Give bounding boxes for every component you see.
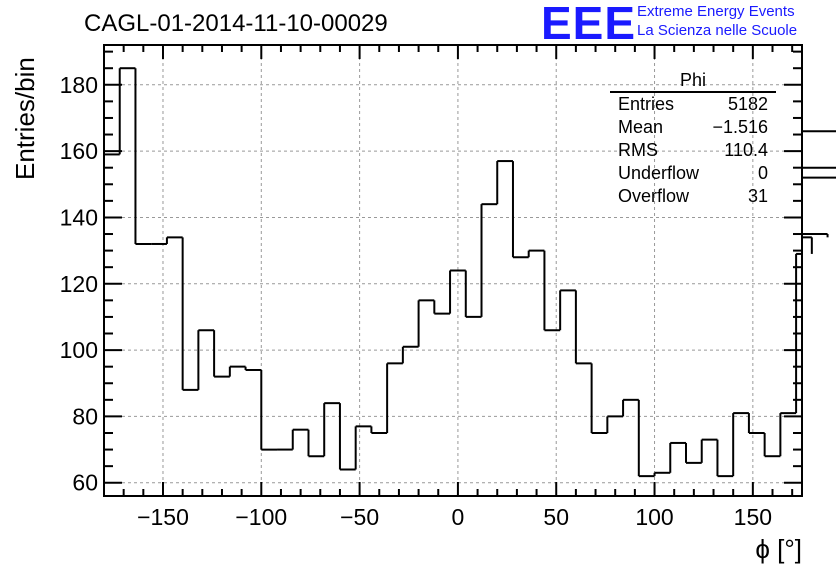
y-tick-label: 100 — [60, 337, 98, 363]
histogram-bin — [511, 161, 529, 259]
y-axis-label: Entries/bin — [10, 57, 40, 180]
histogram-bin — [747, 413, 765, 434]
x-tick-label: −150 — [137, 504, 189, 530]
y-tick-labels: 60 80 100 120 140 160 180 — [60, 72, 98, 496]
stats-row-mean: Mean −1.516 — [610, 116, 776, 139]
histogram-bin — [653, 471, 671, 477]
stats-row-overflow: Overflow 31 — [610, 185, 776, 208]
y-tick-label: 140 — [60, 204, 98, 230]
histogram-bin — [716, 439, 734, 478]
logo-caption: Extreme Energy Events La Scienza nelle S… — [637, 2, 797, 40]
logo-line-1: Extreme Energy Events — [637, 3, 795, 20]
histogram-bin — [637, 399, 655, 478]
stats-value: 0 — [757, 163, 768, 183]
chart-title: CAGL-01-2014-11-10-00029 — [84, 10, 388, 37]
histogram-bin — [779, 412, 797, 457]
plot-frame — [103, 44, 803, 497]
histogram-bin — [802, 130, 836, 133]
histogram-bin — [307, 429, 325, 458]
stats-row-underflow: Underflow 0 — [610, 162, 776, 185]
stats-value: 110.4 — [724, 140, 768, 160]
stats-label: Entries — [618, 94, 675, 114]
histogram-bin — [732, 412, 749, 477]
histogram-bin — [433, 300, 451, 315]
histogram-bin — [684, 442, 702, 464]
stats-label: RMS — [618, 140, 658, 160]
x-tick-label: 150 — [734, 504, 772, 530]
histogram-bin — [118, 67, 136, 155]
y-tick-label: 80 — [72, 403, 98, 429]
stats-label: Mean — [618, 117, 664, 137]
stats-value: 5182 — [727, 94, 768, 114]
histogram-bin — [338, 403, 356, 471]
histogram-bin — [213, 330, 230, 378]
histogram-bin — [700, 438, 718, 463]
logo-line-2: La Scienza nelle Scuole — [637, 22, 798, 39]
histogram-bin — [370, 426, 388, 434]
x-tick-label: −100 — [235, 504, 287, 530]
histogram-bin — [181, 237, 199, 391]
histogram-bin — [260, 369, 278, 451]
stats-label: Underflow — [618, 163, 700, 183]
histogram-bin — [417, 299, 435, 347]
stats-row-entries: Entries 5182 — [610, 93, 776, 116]
x-axis-label: ϕ [°] — [755, 534, 802, 564]
histogram-bin — [590, 363, 608, 434]
histogram-bin — [386, 362, 403, 433]
histogram-bin — [354, 425, 372, 470]
histogram-bin — [496, 160, 513, 205]
histogram-bin — [802, 166, 836, 169]
histogram-bin — [464, 270, 482, 318]
histogram-bin — [228, 365, 246, 377]
histogram-bin — [669, 441, 686, 473]
histogram-bin — [763, 432, 781, 458]
eee-logo: EEE — [541, 0, 637, 49]
x-tick-label: 0 — [452, 504, 465, 530]
histogram-bin — [622, 398, 639, 417]
y-tick-label: 180 — [60, 72, 98, 98]
histogram-bin — [323, 402, 340, 457]
axis-ticks — [104, 45, 802, 496]
histogram-bin — [802, 176, 836, 179]
histogram-bin — [802, 236, 813, 254]
histogram-bin — [802, 233, 829, 238]
histogram-bin — [165, 236, 183, 244]
histogram-bin — [559, 289, 576, 331]
histogram-bin — [401, 345, 419, 364]
x-tick-label: 50 — [543, 504, 569, 530]
histogram-bin — [527, 249, 545, 258]
y-tick-label: 120 — [60, 271, 98, 297]
stats-title: Phi — [610, 70, 776, 93]
x-tick-label: −50 — [340, 504, 379, 530]
histogram-bin — [480, 203, 498, 317]
histogram-bin — [134, 68, 152, 245]
stats-row-rms: RMS 110.4 — [610, 139, 776, 162]
histogram-bin — [449, 269, 466, 314]
grid — [104, 45, 802, 496]
histogram-bin — [197, 329, 215, 390]
x-tick-labels: −150 −100 −50 0 50 100 150 — [137, 504, 772, 530]
histogram-bin — [543, 250, 561, 332]
stats-label: Overflow — [618, 186, 690, 206]
histogram-series — [104, 67, 836, 478]
histogram-bin — [291, 428, 309, 450]
y-tick-label: 60 — [72, 470, 98, 496]
histogram-bin — [606, 415, 624, 433]
stats-box: Phi Entries 5182 Mean −1.516 RMS 110.4 Unde… — [610, 70, 776, 208]
stats-value: −1.516 — [712, 117, 768, 137]
y-tick-label: 160 — [60, 138, 98, 164]
stats-value: 31 — [747, 186, 768, 206]
histogram-bin — [574, 290, 592, 365]
y-axis-label-wrap: Entries/bin — [6, 57, 40, 310]
x-tick-label: 100 — [635, 504, 673, 530]
histogram-bin — [244, 366, 262, 371]
